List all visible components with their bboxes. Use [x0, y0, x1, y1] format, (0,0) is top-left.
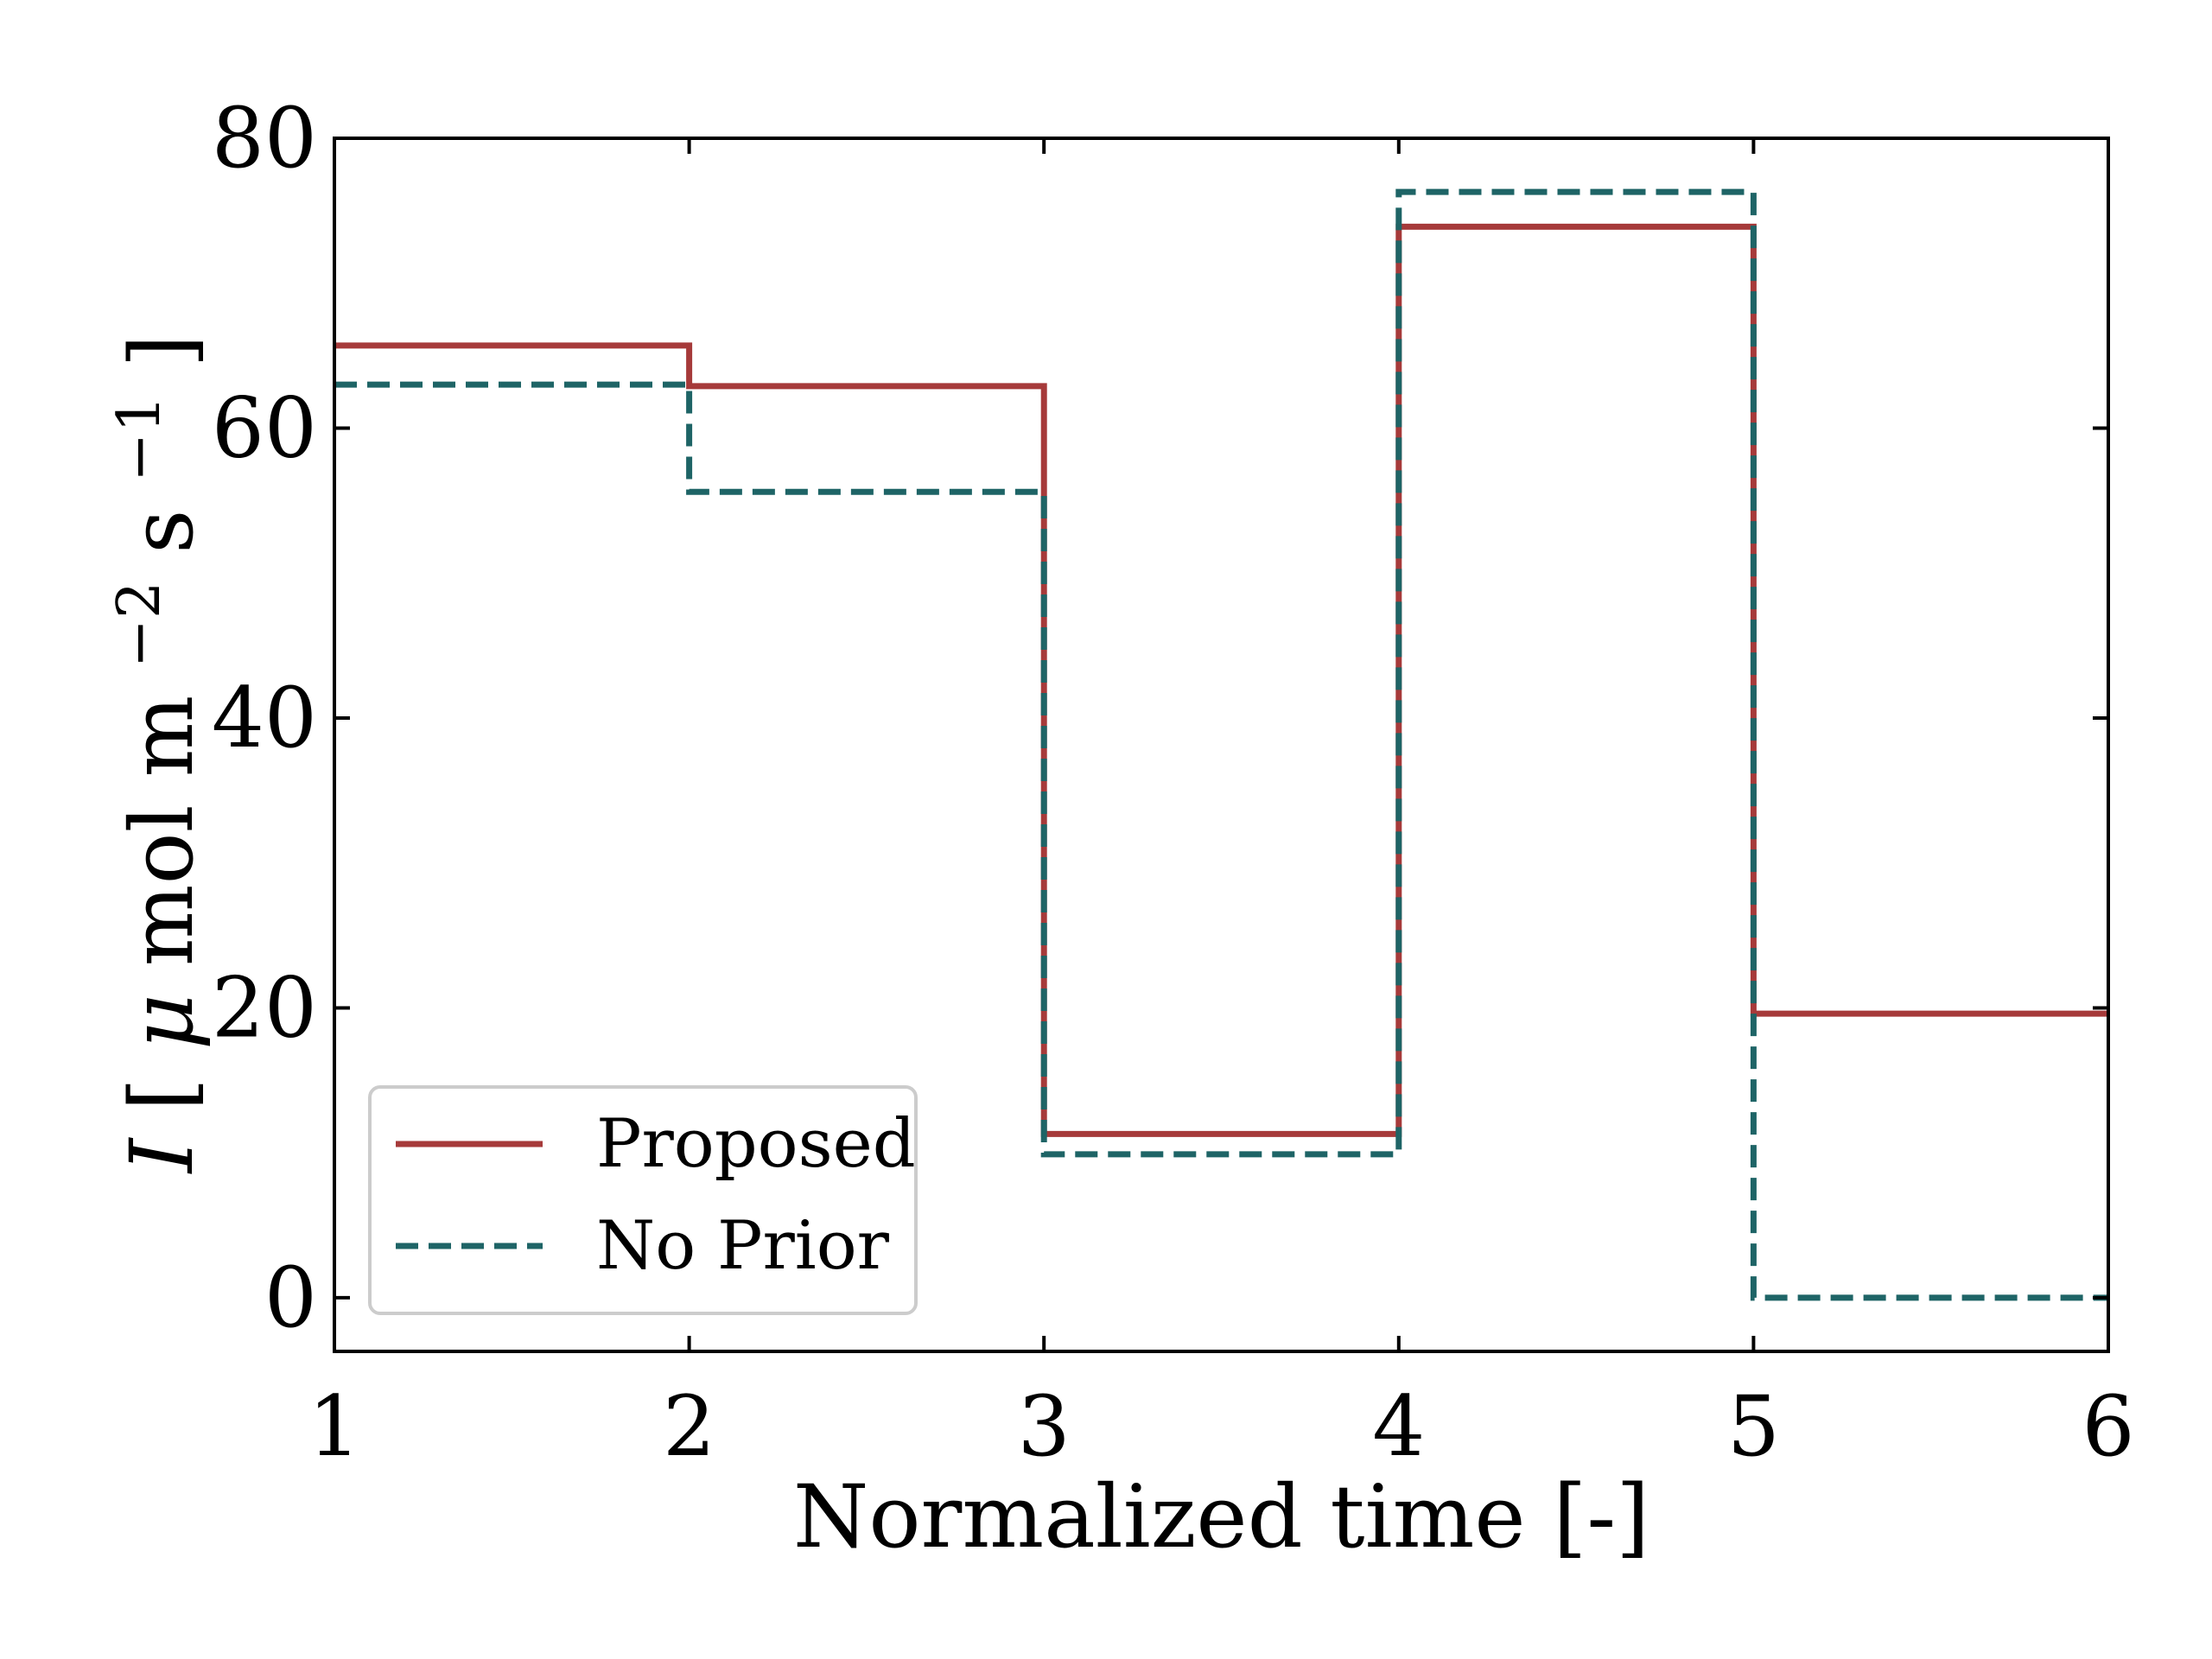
legend-label-no-prior: No Prior: [596, 1207, 890, 1285]
legend: Proposed No Prior: [368, 1085, 918, 1315]
y-label-exp2: −1: [105, 396, 174, 482]
x-tick-label: 4: [1372, 1378, 1425, 1475]
y-tick-label: 40: [212, 670, 317, 766]
x-tick-label: 5: [1727, 1378, 1780, 1475]
x-tick-label: 6: [2082, 1378, 2134, 1475]
x-tick-label: 3: [1018, 1378, 1071, 1475]
y-tick-label: 0: [264, 1249, 317, 1346]
y-label-mu: μ: [111, 994, 213, 1050]
series-line-no-prior: [334, 188, 2108, 1301]
series-layer: [334, 188, 2108, 1301]
y-label-var: I: [111, 1136, 213, 1174]
series-line-proposed: [334, 223, 2108, 1137]
legend-label-proposed: Proposed: [596, 1105, 916, 1183]
x-tick-label: 1: [308, 1378, 360, 1475]
y-tick-label: 20: [212, 959, 317, 1056]
y-tick-label: 60: [212, 379, 317, 476]
axes-frame: [333, 137, 2110, 1353]
svg-text:I [ μ mol m: I [ μ mol m −2 s −1 ]: [79, 334, 213, 1175]
y-label-open: [: [111, 1077, 213, 1111]
y-tick-label: 80: [212, 90, 317, 187]
y-label-unit2: s: [111, 510, 213, 554]
x-axis-label: Normalized time [-]: [793, 1466, 1649, 1567]
y-label-unit: mol m: [111, 696, 213, 967]
y-label-exp1: −2: [105, 582, 174, 668]
x-tick-label: 2: [663, 1378, 715, 1475]
y-label-close: ]: [111, 334, 213, 368]
y-axis-label: I [ μ mol m −2 s −1 ]: [79, 334, 213, 1175]
